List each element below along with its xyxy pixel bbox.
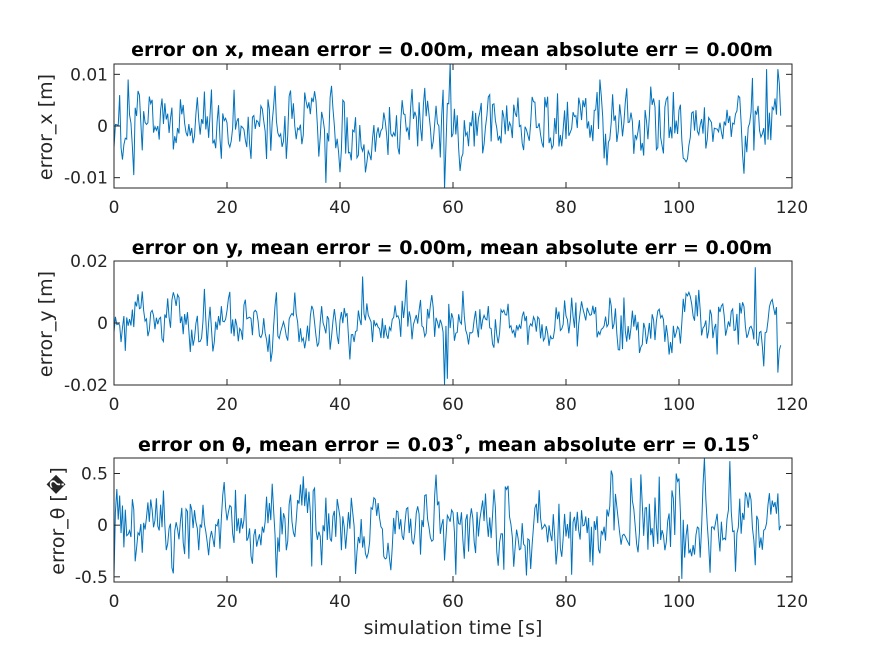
x-tick-label: 100 [663, 395, 695, 415]
y-tick-label: 0.01 [70, 65, 108, 85]
x-tick-label: 20 [216, 198, 238, 218]
subplot-error-y: error on y, mean error = 0.00m, mean abs… [35, 237, 772, 377]
x-tick-label: 80 [555, 198, 577, 218]
x-tick-label: 40 [329, 198, 351, 218]
x-tick-label: 20 [216, 592, 238, 612]
x-tick-label: 60 [442, 395, 464, 415]
x-tick-label: 20 [216, 395, 238, 415]
x-tick-label: 0 [109, 395, 120, 415]
x-tick-label: 0 [109, 592, 120, 612]
x-tick-label: 100 [663, 198, 695, 218]
x-tick-label: 120 [776, 198, 808, 218]
subplot-error-theta: error on θ, mean error = 0.03˚, mean abs… [46, 433, 760, 639]
series-line-3 [114, 458, 782, 579]
subplot-1-title: error on x, mean error = 0.00m, mean abs… [131, 39, 773, 61]
subplot-error-x: error on x, mean error = 0.00m, mean abs… [35, 39, 773, 180]
series-line-1 [114, 64, 782, 188]
subplot-2-ylabel: error_y [m] [35, 271, 57, 377]
y-tick-label: 0.02 [70, 252, 108, 272]
x-tick-label: 80 [555, 395, 577, 415]
y-tick-label: 0 [97, 117, 108, 137]
subplot-3-ylabel: error_θ [�] [46, 467, 69, 574]
x-tick-label: 40 [329, 395, 351, 415]
y-tick-label: -0.01 [64, 169, 108, 189]
y-tick-label: 0 [97, 516, 108, 536]
y-tick-label: -0.5 [75, 568, 108, 588]
x-tick-label: 40 [329, 592, 351, 612]
plot-area-3: 0 20 40 60 80 100 120-0.500.5 [75, 457, 808, 612]
subplot-2-title: error on y, mean error = 0.00m, mean abs… [132, 237, 772, 259]
y-tick-label: 0.5 [81, 465, 108, 485]
x-tick-label: 60 [442, 592, 464, 612]
series-line-2 [114, 267, 782, 385]
x-tick-label: 120 [776, 592, 808, 612]
x-tick-label: 0 [109, 198, 120, 218]
y-tick-label: -0.02 [64, 376, 108, 396]
x-tick-label: 120 [776, 395, 808, 415]
subplot-1-ylabel: error_x [m] [35, 74, 57, 180]
x-tick-label: 80 [555, 592, 577, 612]
y-tick-label: 0 [97, 314, 108, 334]
x-tick-label: 100 [663, 592, 695, 612]
x-tick-label: 60 [442, 198, 464, 218]
subplot-3-xlabel: simulation time [s] [364, 617, 543, 639]
subplot-3-title: error on θ, mean error = 0.03˚, mean abs… [138, 433, 760, 456]
